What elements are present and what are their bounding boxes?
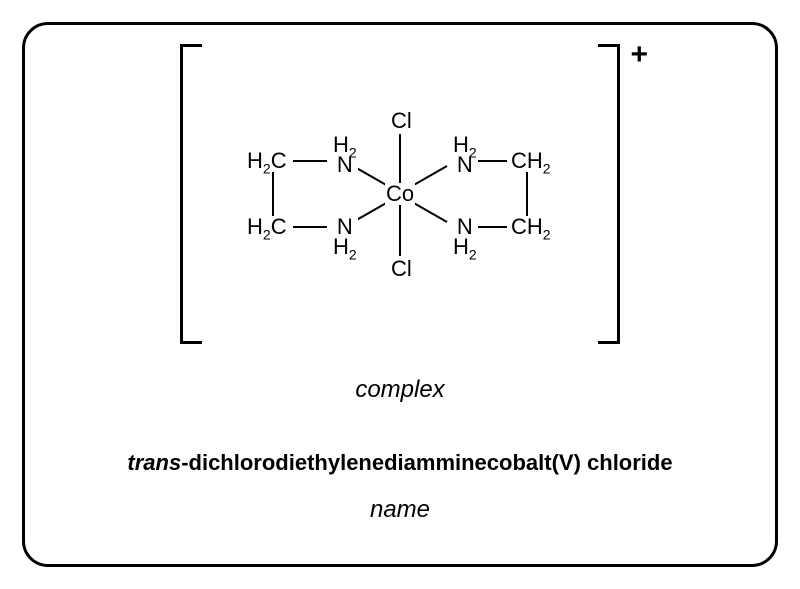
atom-co: Co: [385, 183, 415, 205]
atom-n-tr: H2 N: [452, 134, 478, 176]
atom-c-tr: CH2: [510, 150, 552, 172]
label-compound-name: trans-dichlorodiethylenediamminecobalt(V…: [0, 450, 800, 476]
complex-diagram: + Co Cl Cl H2 N H2 N N H2: [180, 44, 620, 344]
name-prefix: trans: [127, 450, 181, 475]
atom-c-bl: H2C: [246, 216, 288, 238]
label-complex: complex: [0, 376, 800, 404]
atom-cl-bottom: Cl: [390, 258, 413, 280]
atom-n-tl: H2 N: [332, 134, 358, 176]
charge-superscript: +: [630, 38, 648, 72]
atom-c-br: CH2: [510, 216, 552, 238]
atom-n-br: N H2: [452, 216, 478, 258]
label-name-caption: name: [0, 496, 800, 524]
name-rest: -dichlorodiethylenediamminecobalt(V) chl…: [181, 450, 672, 475]
atom-n-bl: N H2: [332, 216, 358, 258]
atom-c-tl: H2C: [246, 150, 288, 172]
atom-cl-top: Cl: [390, 110, 413, 132]
